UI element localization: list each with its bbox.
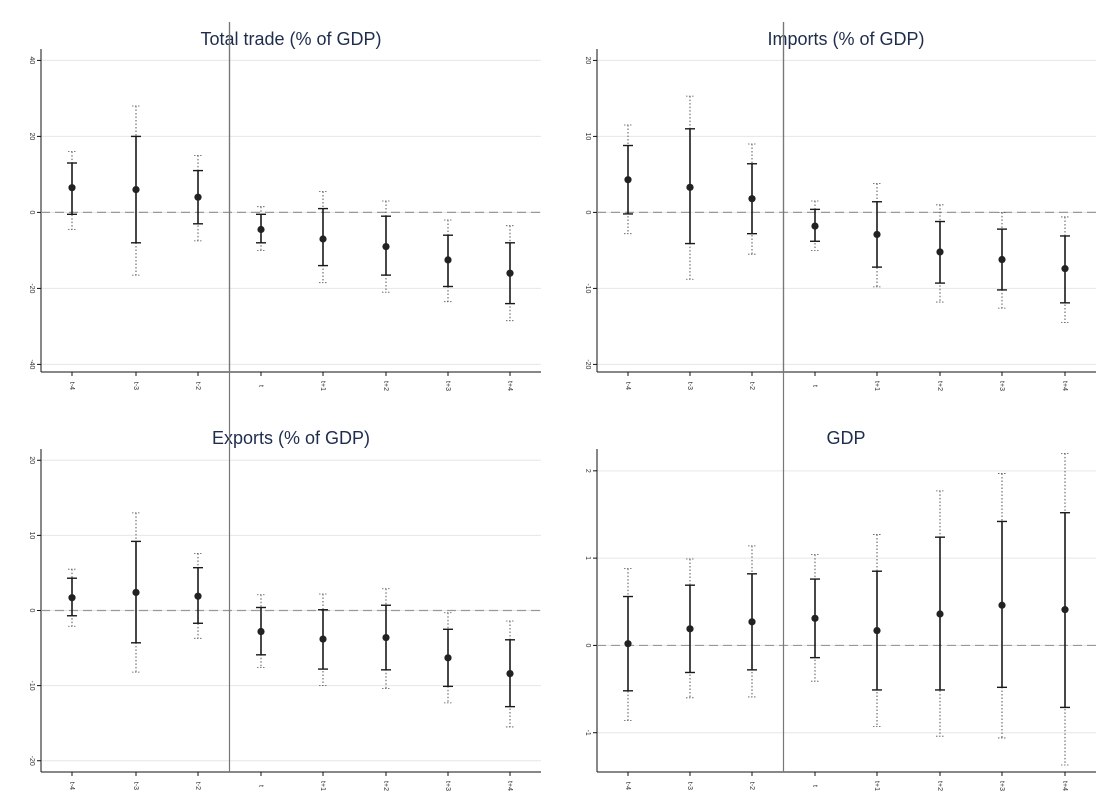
y-tick-label: -10 [584, 283, 591, 293]
y-tick-label: -20 [28, 283, 35, 293]
point-estimate [748, 195, 756, 203]
point-estimate [1061, 606, 1069, 614]
point-estimate [132, 186, 140, 194]
x-tick-label: t-3 [686, 382, 693, 390]
point-estimate [382, 633, 390, 642]
point-estimate [319, 635, 327, 643]
point-estimate [811, 614, 819, 622]
x-tick-label: t-2 [194, 782, 201, 790]
point-estimate [68, 184, 76, 192]
point-estimate [936, 610, 944, 618]
chart-panel-1: Total trade (% of GDP) -40 -20 0 20 40 t-4 t-3 t… [28, 22, 541, 391]
y-tick-label: -40 [28, 359, 35, 369]
point-estimate [998, 601, 1006, 609]
point-estimate [1061, 265, 1069, 273]
x-tick-label: t-3 [686, 782, 693, 790]
x-tick-label: t+1 [319, 781, 326, 791]
x-tick-label: t+3 [444, 781, 451, 791]
panel-title: Exports (% of GDP) [212, 428, 370, 448]
point-estimate [194, 592, 202, 600]
point-estimate [624, 176, 632, 184]
panel-title: Total trade (% of GDP) [200, 29, 381, 49]
point-estimate [506, 669, 514, 678]
y-tick-label: -10 [28, 681, 35, 691]
x-tick-label: t-4 [68, 782, 75, 790]
point-estimate [257, 627, 265, 636]
point-estimate [686, 625, 694, 633]
y-tick-label: 0 [28, 609, 35, 613]
y-tick-label: 10 [28, 531, 35, 539]
point-estimate [624, 640, 632, 648]
point-estimate [319, 235, 327, 243]
x-tick-label: t-2 [194, 382, 201, 390]
x-tick-label: t+3 [998, 381, 1005, 391]
x-tick-label: t+3 [444, 381, 451, 391]
point-estimate [936, 248, 944, 256]
x-tick-label: t-4 [624, 782, 631, 790]
point-estimate [811, 222, 819, 230]
point-estimate [748, 618, 756, 626]
point-estimate [382, 243, 390, 251]
y-tick-label: 20 [584, 57, 591, 65]
point-estimate [194, 193, 202, 201]
y-tick-label: -20 [28, 756, 35, 766]
x-tick-label: t+1 [319, 381, 326, 391]
point-estimate [686, 183, 694, 191]
point-estimate [257, 225, 265, 234]
x-tick-label: t+2 [936, 381, 943, 391]
y-tick-label: 0 [584, 643, 591, 647]
y-tick-label: 10 [584, 133, 591, 141]
x-tick-label: t+2 [936, 781, 943, 791]
x-tick-label: t-4 [68, 382, 75, 390]
y-tick-label: -1 [584, 730, 591, 736]
x-tick-label: t [257, 385, 264, 387]
x-tick-label: t [811, 785, 818, 787]
x-tick-label: t+4 [1061, 781, 1068, 791]
panel-title: GDP [826, 428, 865, 448]
x-tick-label: t-2 [748, 382, 755, 390]
x-tick-label: t-3 [132, 782, 139, 790]
x-tick-label: t-2 [748, 782, 755, 790]
x-tick-label: t+4 [506, 781, 513, 791]
y-tick-label: 2 [584, 469, 591, 473]
point-estimate [444, 654, 452, 662]
x-tick-label: t+1 [873, 781, 880, 791]
y-tick-label: 0 [584, 210, 591, 214]
point-estimate [998, 255, 1006, 264]
x-tick-label: t+4 [506, 381, 513, 391]
x-tick-label: t-3 [132, 382, 139, 390]
x-tick-label: t+2 [382, 381, 389, 391]
point-estimate [506, 269, 514, 277]
x-tick-label: t+1 [873, 381, 880, 391]
x-tick-label: t-4 [624, 382, 631, 390]
point-estimate [873, 626, 881, 635]
y-tick-label: 0 [28, 210, 35, 214]
x-tick-label: t [811, 385, 818, 387]
y-tick-label: -20 [584, 359, 591, 369]
x-tick-label: t+2 [382, 781, 389, 791]
x-tick-label: t [257, 785, 264, 787]
x-tick-label: t+3 [998, 781, 1005, 791]
chart-panel-3: Exports (% of GDP) -20 -10 0 10 20 t-4 t-3 t-2 t t… [28, 22, 541, 791]
point-estimate [132, 588, 140, 597]
y-tick-label: 40 [28, 57, 35, 65]
point-estimate [68, 594, 76, 602]
point-estimate [444, 256, 452, 264]
y-tick-label: 20 [28, 456, 35, 464]
chart-panel-2: Imports (% of GDP) -20 -10 0 10 20 t-4 t-3 t-2 t t… [584, 22, 1096, 391]
panel-title: Imports (% of GDP) [767, 29, 924, 49]
point-estimate [873, 230, 881, 239]
x-tick-label: t+4 [1061, 381, 1068, 391]
y-tick-label: 1 [584, 556, 591, 560]
y-tick-label: 20 [28, 133, 35, 141]
